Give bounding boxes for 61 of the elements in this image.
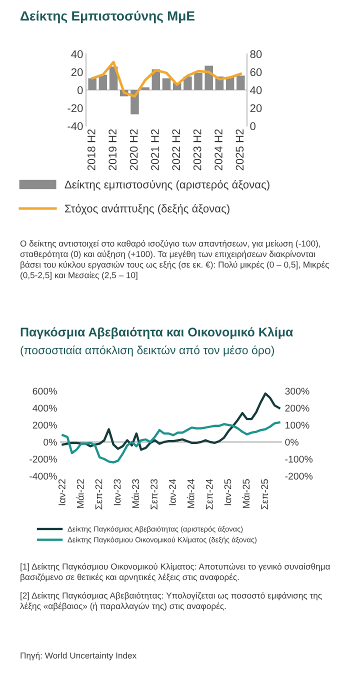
bar [162,78,171,90]
bar [236,76,245,90]
chart-subtitle: (ποσοστιαία απόκλιση δεικτών από τον μέσο όρο) [20,345,274,357]
y-tick-label: 0 [77,86,83,94]
line-series [62,392,280,451]
x-tick-label: 2022 H2 [172,129,180,170]
y2-tick-label: 40 [250,86,262,94]
bar [88,78,96,90]
line-series [91,60,242,98]
y2-tick-label: 100% [286,422,310,429]
x-tick-label: 2019 H2 [108,129,117,170]
line-series [62,421,280,464]
x-tick-label: Μάι-23 [132,479,140,508]
bar [194,72,202,90]
x-tick-label: 2025 H2 [236,129,244,170]
y-tick-label: 40 [71,50,83,58]
y-tick-label: 200% [32,422,57,429]
x-tick-label: Ιαν-23 [114,479,121,506]
y2-tick-label: -200% [285,472,313,480]
text: Ο δείκτης αντιστοιχεί στο καθαρό ισοζύγιο των απαντήσεων, για μείωση (-100), σταθερότητα (0) και αύξηση (+100). Τα μεγέθη των επιχειρήσεων διακρίνονται βάσει του κύκλου εργασιών τους ως εξής (σε εκ. €): Πολύ μικρές (0 – 0,5], Μικρές (0,5-2,5] και Μεσαίες (2,5 – 10] [20,240,329,280]
x-tick-label: Μάι-24 [186,479,194,508]
y-tick-label: 600% [32,388,57,395]
text: Πηγή: World Uncertainty Index [20,652,137,660]
y2-tick-label: -100% [285,456,313,463]
x-tick-label: Σεπ-23 [150,479,158,510]
chart-title: Δείκτης Εμπιστοσύνης ΜμΕ [20,10,194,24]
bar [98,74,108,90]
y2-tick-label: 200% [285,404,310,412]
y2-tick-label: 20 [250,104,262,112]
x-tick-label: 2020 H2 [130,129,138,170]
x-tick-label: Ιαν-25 [224,479,232,506]
y-tick-label: -20 [68,104,83,112]
y-tick-label: 400% [32,404,57,412]
x-tick-label: Σεπ-24 [206,479,213,510]
y2-tick-label: 60 [250,68,262,76]
y-tick-label: -400% [30,472,57,480]
y-tick-label: -40 [68,122,83,130]
legend-label: Δείκτης εμπιστοσύνης (αριστερός άξονας) [64,180,270,191]
bar [141,87,150,90]
x-tick-label: Ιαν-24 [169,479,176,506]
x-tick-label: 2024 H2 [214,129,222,170]
y-tick-label: -200% [30,456,57,463]
bar [184,76,192,90]
x-tick-label: Σεπ-25 [261,479,268,510]
text: [2] Δείκτης Παγκόσμιας Αβεβαιότητας: Υπολογίζεται ως ποσοστό εμφάνισης της λέξης «αβέβαιος» (ή παραλλαγών της) στις αναφορές. [20,592,322,611]
x-tick-label: 2021 H2 [151,129,159,170]
x-tick-label: Σεπ-22 [95,479,102,510]
x-tick-label: 2018 H2 [87,129,96,170]
x-tick-label: 2023 H2 [193,129,202,170]
chart-title: Παγκόσμια Αβεβαιότητα και Οικονομικό Κλίμα [20,327,294,339]
y-tick-label: 0% [44,438,57,446]
y2-tick-label: 80 [250,50,262,58]
y-tick-label: 20 [71,68,83,76]
y2-tick-label: 0 [250,122,256,130]
x-tick-label: Μάι-25 [242,479,250,508]
legend-label: Στόχος ανάπτυξης (δεξής άξονας) [65,204,230,215]
x-tick-label: Μάι-22 [76,479,84,508]
y2-tick-label: 0% [285,438,298,446]
y2-tick-label: 300% [285,388,310,395]
text: [1] Δείκτης Παγκόσμιου Οικονομικού Κλίματος: Αποτυπώνει το γενικό συναίσθημα βασιζόμενο σε θετικές και αρνητικές λέξεις στις αναφορές. [20,563,330,582]
x-tick-label: Ιαν-22 [58,479,66,506]
